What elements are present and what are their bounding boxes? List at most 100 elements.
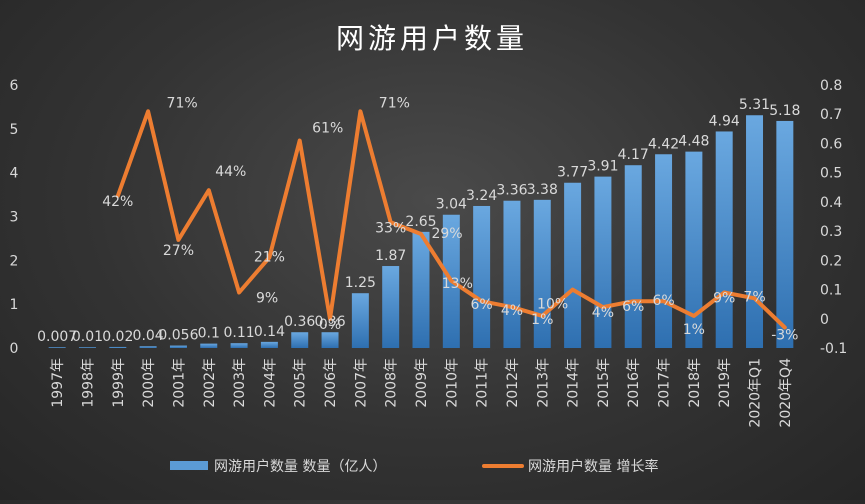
bar-data-label: 3.91 xyxy=(587,159,618,175)
bar xyxy=(48,347,66,348)
left-axis-tick-label: 3 xyxy=(10,210,19,226)
bar-data-label: 3.36 xyxy=(496,183,527,199)
bar xyxy=(351,293,369,348)
x-axis-tick-label: 2019年 xyxy=(717,358,733,408)
bar xyxy=(564,182,582,348)
x-axis-tick-label: 2011年 xyxy=(475,358,491,408)
x-axis-tick-label: 2006年 xyxy=(323,358,339,408)
x-axis-tick-label: 1998年 xyxy=(80,358,96,408)
x-axis-tick-label: 2000年 xyxy=(141,358,157,408)
line-data-label: 61% xyxy=(312,121,343,137)
x-axis-tick-label: 2014年 xyxy=(566,358,582,408)
line-series xyxy=(115,109,787,330)
left-axis-tick-label: 1 xyxy=(10,297,19,313)
legend: 网游用户数量 数量（亿人） 网游用户数量 增长率 xyxy=(170,458,658,475)
x-axis-tick-label: 1999年 xyxy=(111,358,127,408)
bar-data-label: 0.11 xyxy=(223,325,254,341)
line-data-label: 9% xyxy=(713,290,735,306)
legend-label-bar: 网游用户数量 数量（亿人） xyxy=(214,458,386,475)
left-axis-tick-label: 0 xyxy=(10,341,19,357)
line-data-label: 21% xyxy=(254,249,285,265)
right-axis-tick-label: 0.8 xyxy=(820,78,842,94)
line-data-label: 9% xyxy=(256,290,278,306)
x-axis-tick-label: 2003年 xyxy=(232,358,248,408)
bar xyxy=(473,205,491,348)
x-axis-tick-label: 2007年 xyxy=(353,358,369,408)
bar xyxy=(594,176,612,348)
x-axis-tick-label: 2020年Q1 xyxy=(748,358,764,428)
line-data-label: 0% xyxy=(319,317,341,333)
line-data-label: 44% xyxy=(215,164,246,180)
bar xyxy=(169,345,187,348)
bar-data-label: 4.94 xyxy=(709,113,740,129)
bar xyxy=(412,231,430,348)
line-data-labels: 42% 71% 27% 44% 9% 21% 61% 0% 71% 33% 29% 13% 6% 4% 1%… xyxy=(102,95,798,343)
bar xyxy=(260,341,278,348)
bar xyxy=(746,115,764,349)
x-axis-tick-label: 2008年 xyxy=(384,358,400,408)
bar-data-label: 3.77 xyxy=(557,165,588,181)
bar-data-label: 3.24 xyxy=(466,188,497,204)
left-axis: 0 1 2 3 4 5 6 xyxy=(10,78,19,357)
x-axis-tick-label: 2005年 xyxy=(293,358,309,408)
bar-series xyxy=(48,115,794,349)
legend-label-line: 网游用户数量 增长率 xyxy=(528,458,658,475)
growth-rate-line xyxy=(115,109,787,330)
x-axis-tick-label: 2016年 xyxy=(626,358,642,408)
right-axis-tick-label: 0.7 xyxy=(820,107,842,123)
x-axis-tick-label: 2001年 xyxy=(171,358,187,408)
line-data-label: 10% xyxy=(537,297,568,313)
bar-data-label: 0.36 xyxy=(314,314,345,330)
line-data-label: 7% xyxy=(743,289,765,305)
bar xyxy=(109,346,127,348)
right-axis-tick-label: -0.1 xyxy=(820,341,847,357)
line-data-label: 4% xyxy=(501,303,523,319)
bar-data-label: 0.14 xyxy=(254,324,285,340)
bar xyxy=(685,151,703,348)
bar-data-label: 5.18 xyxy=(769,103,800,119)
right-axis: -0.1 0 0.1 0.2 0.3 0.4 0.5 0.6 0.7 0.8 xyxy=(820,78,847,357)
bar-data-label: 0.36 xyxy=(284,314,315,330)
bar-data-label: 5.31 xyxy=(739,97,770,113)
bar xyxy=(655,154,673,348)
line-data-label: 6% xyxy=(471,297,493,313)
x-axis-tick-label: 2009年 xyxy=(414,358,430,408)
line-data-label: 4% xyxy=(592,305,614,321)
bar-data-label: 0.02 xyxy=(102,329,133,345)
bar xyxy=(291,332,309,348)
right-axis-tick-label: 0.1 xyxy=(820,283,842,299)
bar xyxy=(776,120,794,349)
bar-data-label: 0.04 xyxy=(133,328,164,344)
x-axis-tick-label: 1997年 xyxy=(50,358,66,408)
x-axis-tick-label: 2012年 xyxy=(505,358,521,408)
line-data-label: 1% xyxy=(531,312,553,328)
line-data-label: 71% xyxy=(167,95,198,111)
bar-data-label: 1.87 xyxy=(375,248,406,264)
right-axis-tick-label: 0.3 xyxy=(820,224,842,240)
bar-data-label: 4.48 xyxy=(678,134,709,150)
left-axis-tick-label: 5 xyxy=(10,122,19,138)
line-data-label: 27% xyxy=(163,243,194,259)
line-data-label: -3% xyxy=(771,328,798,344)
left-axis-tick-label: 6 xyxy=(10,78,19,94)
bar-data-label: 2.65 xyxy=(405,214,436,230)
legend-swatch-bar xyxy=(170,461,208,470)
x-axis-tick-label: 2010年 xyxy=(444,358,460,408)
line-data-label: 6% xyxy=(652,293,674,309)
line-data-label: 6% xyxy=(622,299,644,315)
bar xyxy=(715,131,733,348)
x-axis-tick-label: 2013年 xyxy=(535,358,551,408)
line-data-label: 29% xyxy=(431,226,462,242)
x-axis-tick-labels: 1997年 1998年 1999年 2000年 2001年 2002年 2003年 2004年… xyxy=(50,358,794,428)
bar xyxy=(200,343,218,348)
line-data-label: 42% xyxy=(102,194,133,210)
x-axis-tick-label: 2002年 xyxy=(202,358,218,408)
bar xyxy=(139,346,157,348)
left-axis-tick-label: 2 xyxy=(10,253,19,269)
left-axis-tick-label: 4 xyxy=(10,166,19,182)
bar xyxy=(503,200,521,348)
line-data-label: 33% xyxy=(375,220,406,236)
